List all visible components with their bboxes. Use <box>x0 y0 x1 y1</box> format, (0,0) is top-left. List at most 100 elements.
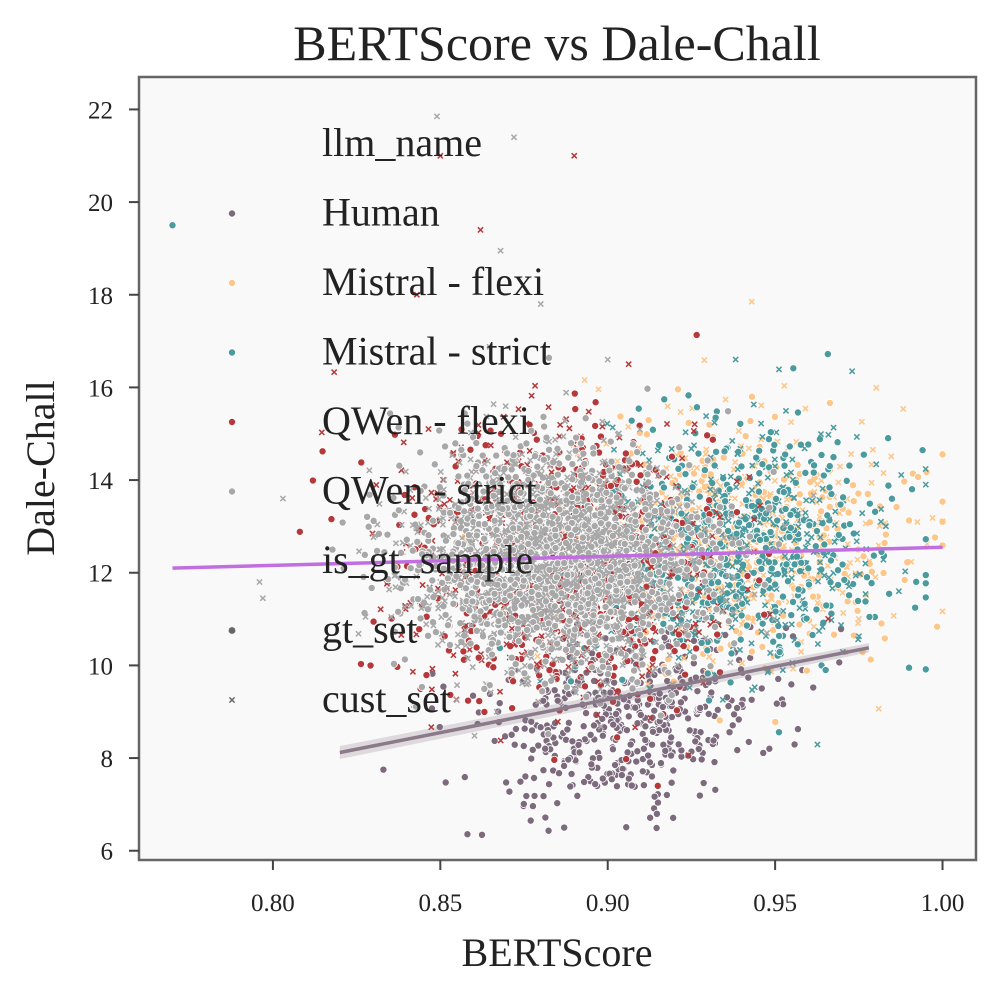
point-qwen-strict <box>567 439 576 448</box>
point-mistral-strict <box>728 624 735 631</box>
point-mistral-strict <box>793 640 802 649</box>
point-mistral-flexi <box>706 606 713 613</box>
point-mistral-flexi <box>825 502 834 511</box>
point-mistral-strict <box>707 486 714 493</box>
point-qwen-flexi <box>446 496 453 503</box>
point-qwen-flexi <box>606 481 615 490</box>
point-human <box>516 777 525 786</box>
point-mistral-strict <box>634 404 643 413</box>
point-human <box>580 777 589 786</box>
point-mistral-strict <box>873 461 880 468</box>
point-qwen-flexi <box>743 571 752 580</box>
point-qwen-strict <box>604 670 613 679</box>
point-qwen-strict <box>699 608 708 617</box>
point-qwen-strict <box>657 627 666 636</box>
point-mistral-strict <box>865 499 874 508</box>
point-mistral-strict <box>737 611 746 620</box>
point-mistral-strict <box>830 424 837 431</box>
chart-title: BERTScore vs Dale-Chall <box>293 15 820 71</box>
point-mistral-strict <box>825 431 832 438</box>
point-mistral-flexi <box>900 575 909 584</box>
point-qwen-flexi <box>570 484 577 491</box>
point-qwen-strict <box>608 635 617 644</box>
point-human <box>530 791 539 800</box>
point-mistral-flexi <box>900 405 907 413</box>
point-qwen-flexi <box>409 494 416 502</box>
point-human <box>435 723 444 732</box>
point-mistral-strict <box>786 523 795 532</box>
point-human <box>835 658 844 667</box>
point-mistral-strict <box>764 435 773 444</box>
point-mistral-strict <box>922 481 929 488</box>
point-qwen-strict <box>627 533 636 542</box>
point-mistral-strict <box>787 469 795 476</box>
point-qwen-strict <box>363 512 372 521</box>
point-mistral-strict <box>604 420 611 427</box>
point-mistral-flexi <box>854 556 861 563</box>
point-qwen-strict <box>490 516 499 525</box>
point-human <box>627 781 636 790</box>
point-human <box>528 802 537 811</box>
point-mistral-flexi <box>873 384 880 391</box>
point-qwen-flexi <box>667 452 676 461</box>
point-mistral-strict <box>895 588 902 595</box>
point-mistral-strict <box>822 552 829 559</box>
point-mistral-flexi <box>817 507 826 516</box>
point-qwen-flexi <box>395 520 404 529</box>
point-qwen-flexi <box>400 490 409 499</box>
point-qwen-flexi <box>464 696 473 705</box>
point-qwen-flexi <box>373 481 380 489</box>
point-mistral-strict <box>736 557 744 565</box>
point-qwen-strict <box>709 590 718 599</box>
point-mistral-strict <box>814 741 821 748</box>
point-mistral-strict <box>684 391 693 400</box>
point-mistral-strict <box>773 516 782 525</box>
point-qwen-flexi <box>515 406 522 413</box>
point-qwen-strict <box>717 553 726 562</box>
point-mistral-strict <box>755 557 764 566</box>
point-mistral-strict <box>887 494 896 503</box>
point-human <box>536 723 545 732</box>
point-mistral-strict <box>877 505 885 513</box>
point-mistral-strict <box>788 621 795 628</box>
point-mistral-flexi <box>768 596 775 603</box>
point-qwen-strict <box>539 455 548 464</box>
point-human <box>734 715 743 724</box>
point-qwen-strict <box>724 407 733 416</box>
point-qwen-strict <box>641 505 650 514</box>
point-human <box>667 751 676 760</box>
point-qwen-strict <box>706 662 715 671</box>
point-mistral-strict <box>804 440 813 449</box>
point-qwen-flexi <box>663 420 671 428</box>
point-human <box>713 705 722 714</box>
point-human <box>539 766 548 775</box>
point-human <box>689 636 698 645</box>
point-qwen-strict <box>629 440 638 449</box>
point-mistral-strict <box>703 669 712 678</box>
point-qwen-flexi <box>415 625 424 634</box>
point-mistral-flexi <box>693 464 700 471</box>
point-mistral-flexi <box>760 572 767 579</box>
point-human <box>648 727 657 736</box>
point-mistral-strict <box>789 597 798 606</box>
point-mistral-strict <box>694 449 703 458</box>
point-mistral-flexi <box>840 609 847 617</box>
point-mistral-flexi <box>810 623 818 630</box>
point-qwen-flexi <box>636 471 645 480</box>
point-mistral-strict <box>748 486 756 494</box>
point-qwen-flexi <box>318 429 325 436</box>
point-qwen-flexi <box>685 752 692 759</box>
point-human <box>633 747 642 756</box>
point-mistral-strict <box>859 450 868 459</box>
point-human <box>652 823 661 832</box>
point-mistral-strict <box>610 446 618 453</box>
point-qwen-flexi <box>580 682 589 691</box>
point-mistral-flexi <box>930 533 939 542</box>
point-qwen-strict <box>627 609 636 618</box>
point-qwen-strict <box>539 412 548 421</box>
point-mistral-flexi <box>783 496 790 503</box>
point-human <box>617 771 626 780</box>
point-qwen-flexi <box>679 642 688 651</box>
point-mistral-strict <box>660 395 669 404</box>
point-human <box>694 745 703 754</box>
